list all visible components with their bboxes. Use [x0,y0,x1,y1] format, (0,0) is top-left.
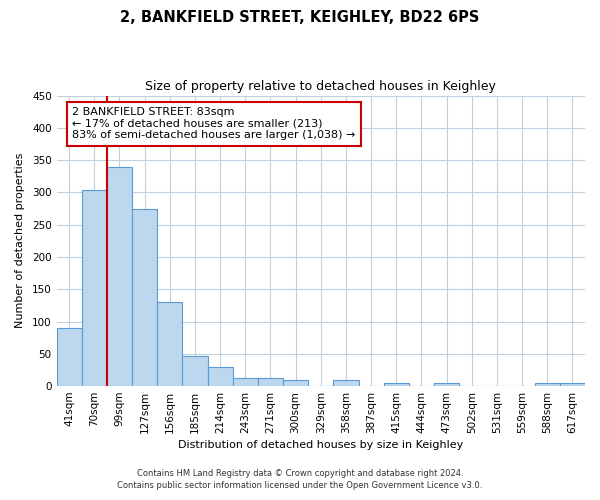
X-axis label: Distribution of detached houses by size in Keighley: Distribution of detached houses by size … [178,440,463,450]
Bar [208,366,233,386]
Text: 2 BANKFIELD STREET: 83sqm
← 17% of detached houses are smaller (213)
83% of semi: 2 BANKFIELD STREET: 83sqm ← 17% of detac… [73,107,356,140]
Bar [434,383,459,386]
Bar [182,356,208,386]
Bar [383,383,409,386]
Bar [107,166,132,386]
Title: Size of property relative to detached houses in Keighley: Size of property relative to detached ho… [145,80,496,93]
Bar [283,380,308,386]
Bar [560,383,585,386]
Y-axis label: Number of detached properties: Number of detached properties [15,153,25,328]
Bar [82,190,107,386]
Bar [535,383,560,386]
Text: 2, BANKFIELD STREET, KEIGHLEY, BD22 6PS: 2, BANKFIELD STREET, KEIGHLEY, BD22 6PS [121,10,479,25]
Text: Contains HM Land Registry data © Crown copyright and database right 2024.
Contai: Contains HM Land Registry data © Crown c… [118,468,482,490]
Bar [258,378,283,386]
Bar [56,328,82,386]
Bar [334,380,359,386]
Bar [132,208,157,386]
Bar [233,378,258,386]
Bar [157,302,182,386]
